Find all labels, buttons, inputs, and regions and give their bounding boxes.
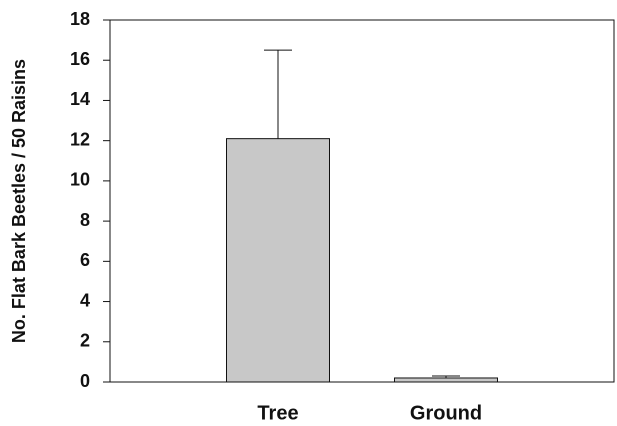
bar xyxy=(226,138,330,383)
y-tick-label: 14 xyxy=(70,89,90,109)
y-tick-label: 6 xyxy=(80,250,90,270)
y-tick-label: 18 xyxy=(70,9,90,29)
y-tick-label: 12 xyxy=(70,129,90,149)
y-tick-label: 4 xyxy=(80,290,90,310)
plot-frame xyxy=(109,19,615,383)
y-tick-label: 2 xyxy=(80,331,90,351)
y-tick-label: 8 xyxy=(80,210,90,230)
y-tick-label: 16 xyxy=(70,49,90,69)
bar xyxy=(394,377,498,383)
x-tick-label: Tree xyxy=(257,402,298,424)
y-tick-label: 10 xyxy=(70,170,90,190)
y-tick-label: 0 xyxy=(80,371,90,391)
x-tick-label: Ground xyxy=(410,402,482,424)
y-axis-label: No. Flat Bark Beetles / 50 Raisins xyxy=(9,59,29,343)
